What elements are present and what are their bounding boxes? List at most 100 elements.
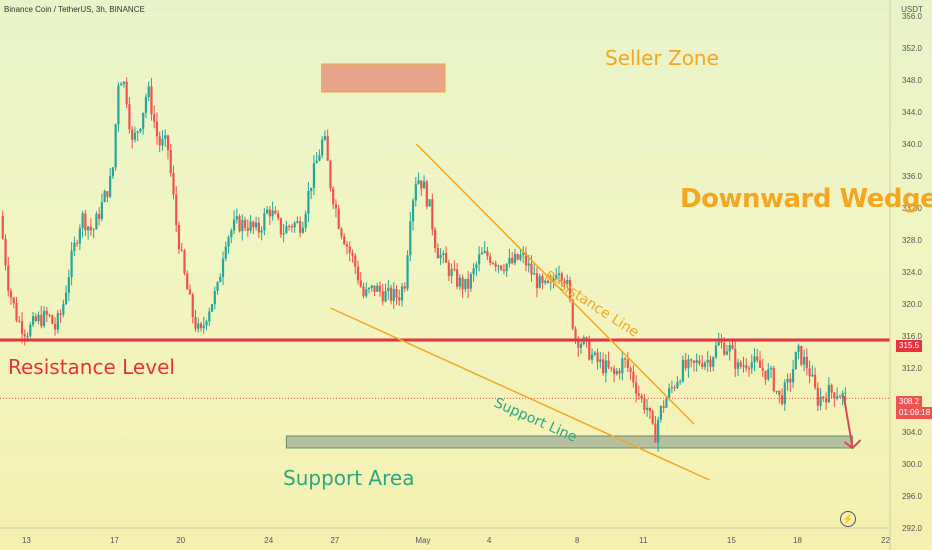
candle-body	[197, 323, 200, 329]
candle-body	[489, 256, 492, 263]
candle-body	[409, 221, 412, 256]
candle-body	[78, 228, 81, 244]
candle-body	[9, 290, 13, 298]
lightning-icon[interactable]: ⚡	[840, 511, 856, 527]
candle-body	[841, 392, 844, 398]
candle-body	[695, 360, 698, 363]
candle-body	[681, 359, 685, 382]
y-tick-label: 324.0	[902, 268, 923, 277]
candle-body	[370, 285, 373, 288]
y-tick-label: 340.0	[902, 140, 923, 149]
candle-body	[166, 135, 170, 151]
candle-body	[549, 281, 552, 283]
candle-body	[425, 181, 428, 207]
candle-body	[230, 230, 233, 238]
candle-body	[811, 374, 814, 377]
candle-body	[398, 297, 401, 301]
candle-body	[414, 183, 417, 201]
candle-body	[491, 262, 495, 264]
x-tick-label: 4	[487, 536, 492, 545]
candle-body	[241, 220, 244, 232]
candle-body	[825, 397, 828, 403]
candle-body	[282, 233, 285, 235]
candle-body	[274, 210, 277, 214]
candle-body	[186, 273, 189, 290]
candle-body	[299, 221, 302, 233]
candle-body	[180, 249, 183, 251]
candle-body	[800, 345, 803, 365]
candle-body	[359, 280, 362, 287]
candle-body	[345, 244, 349, 247]
seller-zone-box	[321, 63, 446, 93]
candle-body	[505, 263, 508, 272]
candle-body	[139, 128, 142, 132]
candle-body	[464, 278, 467, 290]
candle-body	[202, 325, 205, 329]
candle-body	[235, 216, 238, 220]
candle-body	[64, 292, 68, 304]
candle-body	[436, 248, 439, 259]
candle-body	[684, 359, 687, 369]
y-tick-label: 316.0	[902, 332, 923, 341]
candle-body	[384, 291, 387, 302]
candle-body	[654, 423, 657, 443]
candle-body	[12, 297, 15, 304]
candle-body	[728, 345, 731, 352]
support-area-label: Support Area	[283, 466, 415, 490]
candle-body	[252, 221, 255, 228]
candle-body	[571, 299, 574, 329]
candle-body	[665, 398, 668, 408]
candle-body	[668, 388, 671, 399]
candle-body	[312, 163, 316, 188]
candle-body	[1, 216, 4, 239]
candle-body	[621, 358, 624, 374]
candle-body	[533, 273, 536, 275]
candle-body	[676, 382, 679, 388]
candle-body	[348, 246, 351, 253]
candle-body	[122, 81, 126, 84]
candle-body	[475, 264, 478, 269]
candle-body	[610, 367, 613, 369]
candle-body	[794, 351, 797, 370]
candle-body	[293, 222, 296, 228]
candle-body	[560, 273, 563, 281]
candle-body	[679, 381, 682, 383]
candle-body	[838, 396, 841, 398]
candle-body	[29, 324, 32, 337]
candle-body	[692, 360, 696, 363]
candle-body	[315, 160, 318, 164]
candle-body	[249, 221, 252, 231]
candle-body	[243, 220, 247, 228]
candle-body	[538, 276, 541, 288]
candle-body	[590, 354, 594, 360]
candle-body	[712, 357, 715, 367]
candle-body	[623, 358, 627, 360]
candle-body	[626, 359, 629, 368]
candle-body	[142, 112, 145, 129]
candle-body	[769, 367, 773, 370]
candle-body	[208, 311, 211, 322]
candle-body	[747, 368, 751, 370]
x-tick-label: 15	[727, 536, 736, 545]
candle-body	[23, 333, 26, 337]
chart-title: Binance Coin / TetherUS, 3h, BINANCE	[4, 5, 145, 14]
candle-body	[310, 187, 313, 191]
candle-body	[73, 242, 76, 251]
candle-body	[92, 229, 95, 231]
candle-body	[106, 191, 109, 197]
candle-body	[18, 320, 21, 322]
candle-body	[742, 365, 745, 367]
candle-body	[778, 390, 781, 396]
candle-body	[40, 314, 43, 326]
candle-body	[714, 345, 718, 358]
candle-body	[836, 396, 839, 399]
candle-body	[819, 396, 822, 406]
candle-body	[544, 280, 547, 283]
candle-body	[70, 250, 73, 278]
candle-body	[445, 253, 448, 263]
candle-body	[456, 269, 459, 287]
candle-body	[51, 315, 54, 324]
x-tick-label: 27	[330, 536, 339, 545]
